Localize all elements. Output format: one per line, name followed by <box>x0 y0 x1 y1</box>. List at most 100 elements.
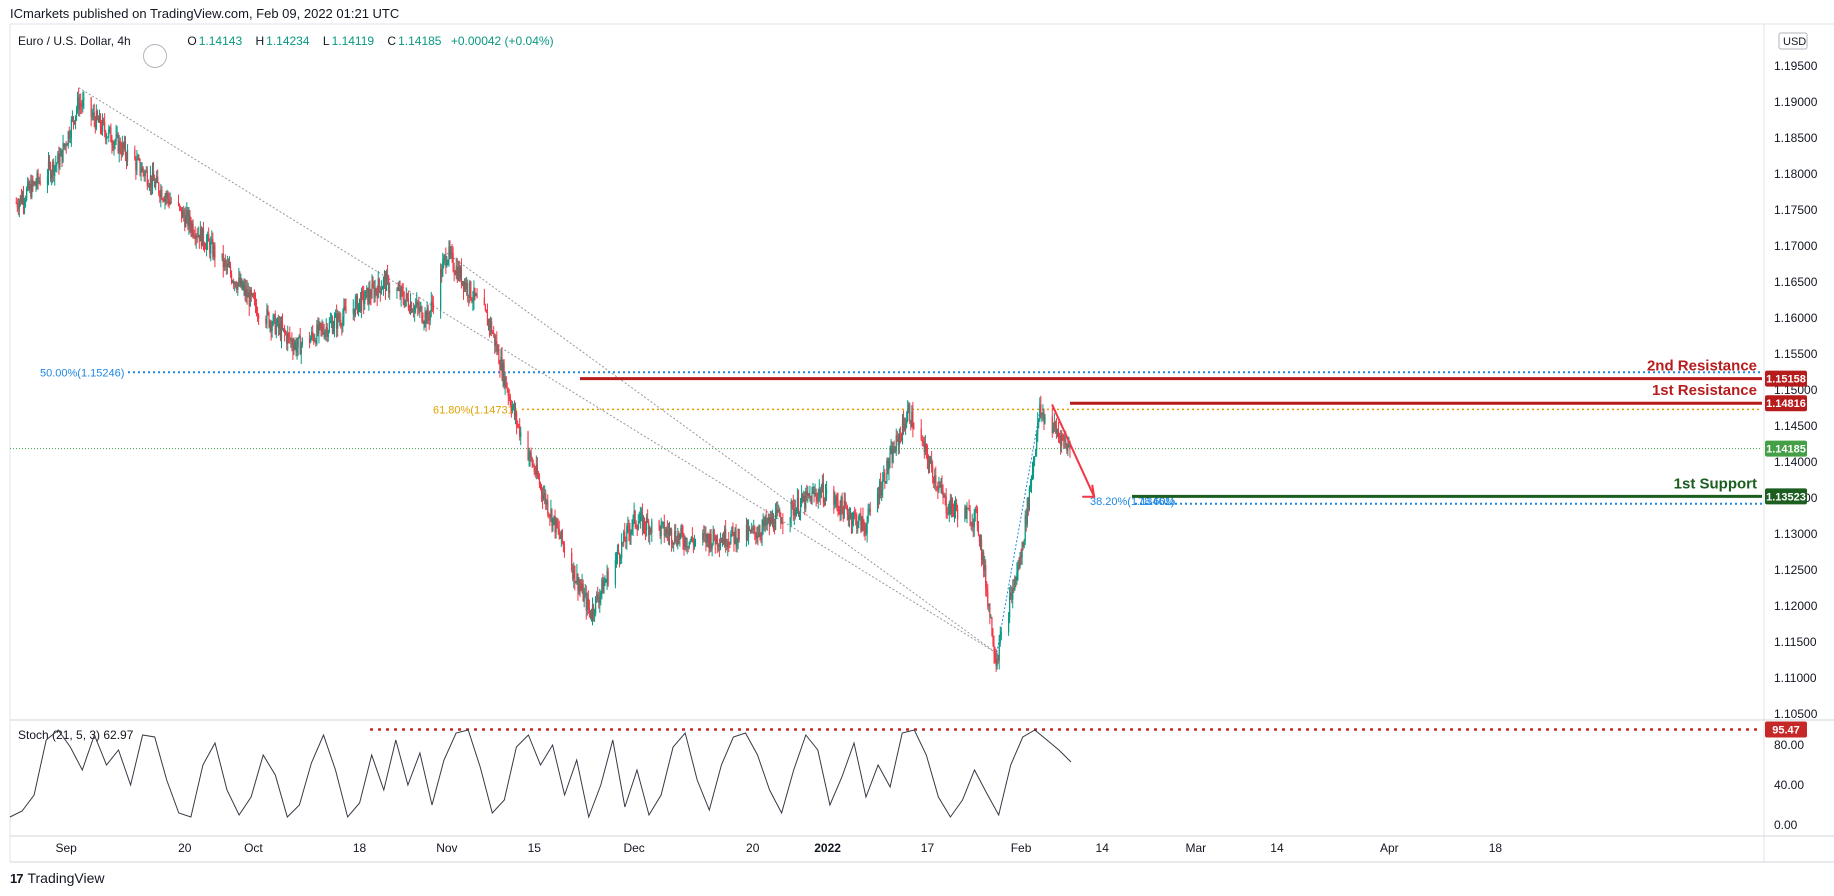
price-tick-label: 1.17000 <box>1774 239 1818 253</box>
candle-down <box>770 517 773 524</box>
candle-down <box>292 345 294 351</box>
candle-down <box>99 115 102 128</box>
candle-down <box>379 286 381 294</box>
candle-up <box>803 495 805 502</box>
candle-down <box>765 517 767 526</box>
candle-down <box>274 314 276 334</box>
candle-down <box>96 111 98 119</box>
candle-down <box>134 149 136 160</box>
candle-down <box>425 312 427 324</box>
candle-up <box>191 223 193 232</box>
candle-up <box>807 493 809 496</box>
candle-down <box>968 508 970 511</box>
candle-down <box>485 309 488 313</box>
candle-down <box>663 522 665 536</box>
legend-settings-circle[interactable] <box>143 44 167 68</box>
candle-down <box>625 541 627 543</box>
candle-up <box>851 520 854 525</box>
candle-down <box>951 498 954 508</box>
candle-down <box>773 528 776 530</box>
candle-up <box>575 581 577 584</box>
candle-up <box>92 112 94 116</box>
candle-up <box>1019 555 1021 569</box>
candle-down <box>902 419 905 426</box>
candle-up <box>300 344 302 355</box>
candle-up <box>27 181 29 190</box>
time-axis[interactable]: Sep 20 Oct 18 Nov 15 Dec 20 2022 17 Feb 14 Mar 14 Apr 1… <box>55 841 1502 855</box>
candle-down <box>533 465 535 472</box>
candle-up <box>221 253 223 258</box>
candle-down <box>399 288 401 298</box>
candle-up <box>781 522 783 524</box>
fib-label-618: 61.80%(1.14731) <box>433 404 517 416</box>
candle-down <box>20 195 23 203</box>
candle-up <box>552 517 554 527</box>
candle-up <box>148 186 150 188</box>
candle-up <box>383 275 386 280</box>
candle-down <box>777 509 779 512</box>
candle-up <box>721 538 724 543</box>
candle-up <box>796 497 799 509</box>
candle-up <box>318 322 320 334</box>
candle-up <box>1053 422 1055 429</box>
candle-up <box>54 165 56 176</box>
candle-up <box>382 279 385 288</box>
candle-up <box>57 153 59 164</box>
candle-down <box>931 458 933 467</box>
candle-down <box>983 552 985 571</box>
candle-down <box>230 274 233 282</box>
candle-up <box>865 532 867 534</box>
candle-down <box>618 553 621 560</box>
candle-up <box>1037 420 1039 435</box>
symbol-name[interactable]: Euro / U.S. Dollar, 4h <box>18 34 131 48</box>
candle-up <box>371 283 373 298</box>
candle-up <box>857 524 859 529</box>
candle-up <box>684 537 686 547</box>
candle-up <box>19 195 22 202</box>
candle-down <box>763 519 765 526</box>
candle-up <box>821 482 823 491</box>
candle-up <box>799 501 802 513</box>
candle-up <box>834 501 836 505</box>
candle-up <box>626 526 628 543</box>
candle-up <box>1041 413 1043 415</box>
candle-up <box>330 321 333 323</box>
candle-up <box>497 348 499 352</box>
candle-up <box>272 315 274 326</box>
candle-up <box>71 116 74 120</box>
candle-down <box>462 281 465 290</box>
candle-down <box>187 210 189 227</box>
candle-down <box>431 301 433 305</box>
candle-up <box>91 115 93 117</box>
candle-down <box>239 277 241 286</box>
candle-up <box>466 282 468 290</box>
candle-up <box>662 522 664 524</box>
candle-up <box>405 293 407 300</box>
price-tick-label: 1.13000 <box>1774 527 1818 541</box>
candle-up <box>614 560 616 585</box>
candle-down <box>539 484 542 486</box>
candle-down <box>1018 564 1020 569</box>
candle-down <box>509 397 511 405</box>
candle-up <box>249 289 251 307</box>
price-axis[interactable]: 1.10500 1.11000 1.11500 1.12000 1.12500 1.130… <box>1765 32 1818 721</box>
stoch-legend[interactable]: Stoch (21, 5, 3) 62.97 <box>18 728 134 742</box>
candle-up <box>581 583 583 590</box>
candle-up <box>136 159 138 171</box>
candle-up <box>77 97 79 110</box>
candle-up <box>52 162 54 174</box>
candle-down <box>375 288 377 292</box>
1st-resistance-label: 1st Resistance <box>1652 382 1757 399</box>
tradingview-logo-icon: 17 <box>10 870 24 886</box>
candle-up <box>950 498 952 514</box>
candle-up <box>107 136 109 138</box>
candle-up <box>377 278 379 298</box>
candle-up <box>966 508 968 519</box>
candle-down <box>536 464 538 476</box>
price-tick-label: 1.11000 <box>1774 671 1817 685</box>
candle-down <box>1054 422 1056 427</box>
candle-up <box>876 493 879 513</box>
candle-down <box>836 496 838 502</box>
price-tick-label: 1.16000 <box>1774 311 1818 325</box>
